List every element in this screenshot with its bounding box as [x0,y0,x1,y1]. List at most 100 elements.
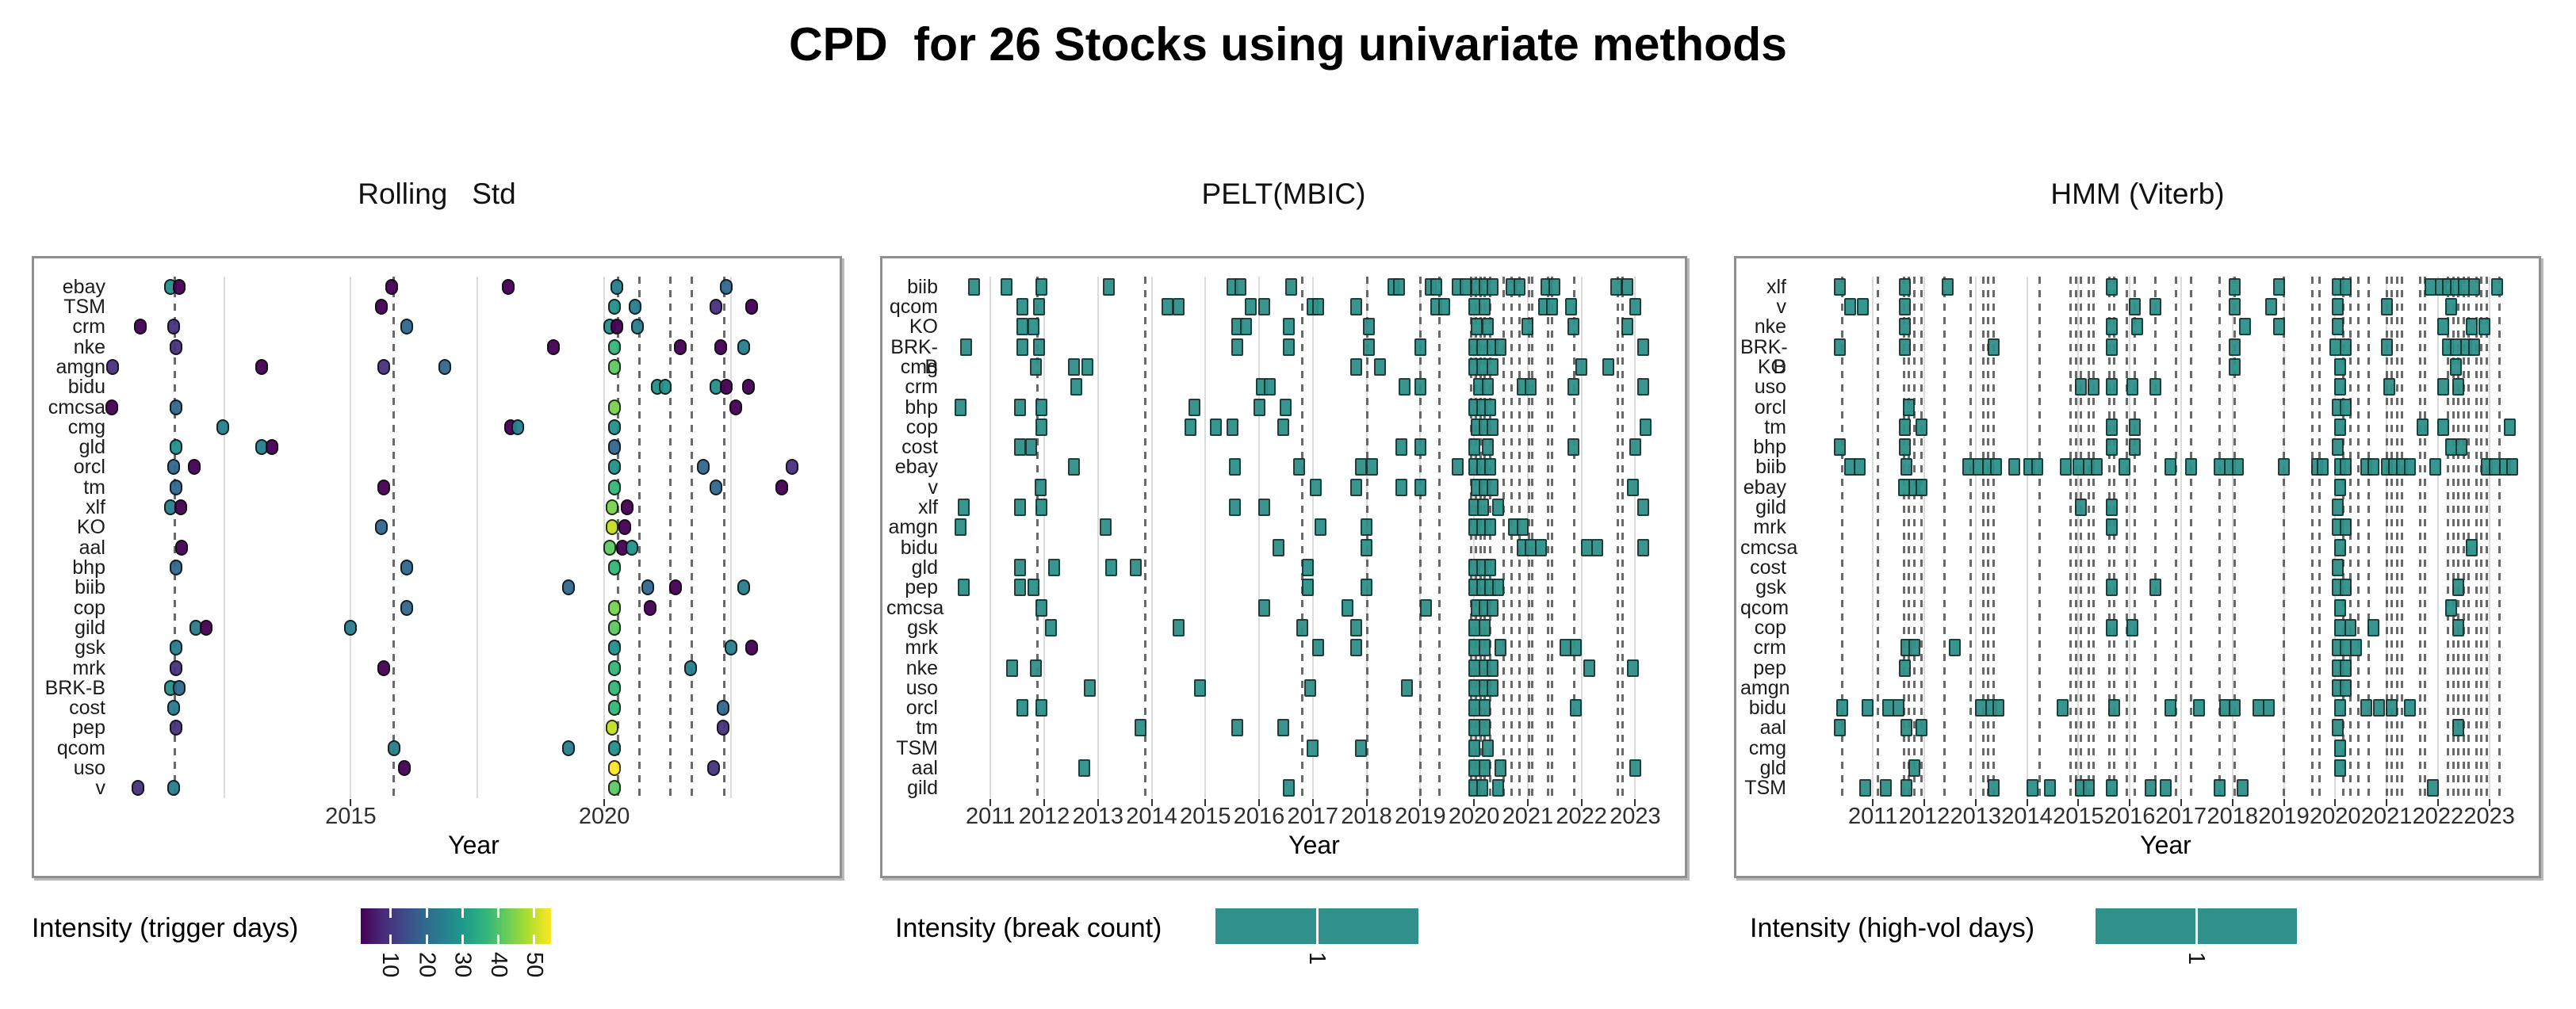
data-marker [188,459,201,476]
event-dashed-line [1621,277,1624,798]
y-axis-label-orcl: orcl [73,456,105,479]
y-axis-label-pep: pep [905,576,938,599]
event-dashed-line [690,277,693,798]
data-marker [266,439,279,456]
event-dashed-line [668,277,672,798]
y-axis-label-aal: aal [1759,717,1786,740]
x-tick-label-2012: 2012 [1018,804,1070,829]
x-tick-label-2015: 2015 [325,804,377,829]
data-marker [1640,418,1652,436]
data-marker [775,479,789,495]
panel-title: Rolling Std [358,178,516,210]
data-marker [1193,678,1206,697]
colorbar-tick-label: 30 [450,952,476,978]
colorbar-tick-label: 1 [2184,952,2209,965]
data-marker [1365,458,1378,476]
data-marker [2506,458,2519,476]
data-marker [1035,598,1048,617]
data-marker [1487,478,1499,496]
data-marker [1495,759,1507,778]
data-marker [1264,378,1277,396]
data-marker [620,499,633,516]
data-marker [1229,499,1242,517]
colorbar-tick-label: 40 [485,952,511,978]
data-marker [1898,659,1911,677]
colorbar-tick [2195,908,2198,944]
data-marker [957,499,970,517]
panel-title: HMM (Viterb) [2050,178,2225,210]
data-marker [607,599,621,616]
data-marker [1282,779,1295,797]
data-marker [709,479,722,495]
data-marker [607,659,621,676]
data-marker [1900,458,1912,476]
data-marker [1282,318,1295,336]
data-marker [1258,499,1271,517]
data-marker [1637,378,1650,396]
colorbar-tick-label: 50 [521,952,547,978]
data-marker [2149,579,2162,597]
data-marker [1908,759,1920,778]
data-marker [2105,779,2118,797]
data-marker [169,479,182,495]
event-dashed-line [1840,277,1843,798]
data-marker [1483,398,1496,416]
x-axis-tick [2488,799,2490,806]
data-marker [618,519,631,536]
x-axis-title: Year [448,831,500,859]
data-marker [2332,558,2344,576]
data-marker [400,319,413,335]
data-marker [1398,378,1410,396]
y-axis-label-xlf: xlf [918,496,938,519]
data-marker [607,399,621,415]
data-marker [2429,458,2442,476]
data-marker [1361,538,1373,556]
x-axis-tick [2334,799,2337,806]
x-tick-label-2015: 2015 [1180,804,1231,829]
x-axis-tick [1097,799,1099,806]
data-marker [1483,458,1496,476]
data-marker [2339,338,2352,356]
event-dashed-line [2356,277,2360,798]
data-marker [683,659,697,676]
event-dashed-line [1366,277,1369,798]
event-dashed-line [2467,277,2471,798]
y-axis-label-biib: biib [1755,456,1786,479]
data-marker [1184,418,1196,436]
data-marker [1545,297,1558,315]
event-dashed-line [2069,277,2073,798]
y-axis-label-xlf: xlf [86,496,105,519]
data-marker [2452,579,2465,597]
data-marker [1277,418,1290,436]
data-marker [717,720,730,736]
data-marker [2403,458,2416,476]
event-dashed-line [2038,277,2042,798]
data-marker [1492,579,1505,597]
data-marker [2105,518,2118,537]
event-dashed-line [2424,277,2427,798]
event-dashed-line [1573,277,1576,798]
y-axis-label-cmg: cmg [1748,736,1786,759]
data-marker [374,298,388,315]
event-dashed-line [2126,277,2129,798]
data-marker [1229,458,1242,476]
event-dashed-line [2462,277,2465,798]
data-marker [2504,418,2517,436]
data-marker [668,579,682,596]
data-marker [714,338,728,355]
y-axis-label-BRK-B: BRK-B [890,335,938,378]
data-marker [1024,438,1037,457]
data-marker [1900,779,1912,797]
data-marker [2088,378,2100,396]
y-axis-label-BRK-B: BRK-B [1740,335,1788,378]
data-marker [1637,538,1650,556]
data-marker [2108,699,2121,717]
data-marker [1567,378,1579,396]
event-dashed-line [1547,277,1550,798]
data-marker [2057,699,2069,717]
data-marker [2455,438,2467,457]
data-marker [131,780,144,797]
event-dashed-line [2174,277,2177,798]
event-dashed-line [1418,277,1422,798]
data-marker [400,559,413,575]
